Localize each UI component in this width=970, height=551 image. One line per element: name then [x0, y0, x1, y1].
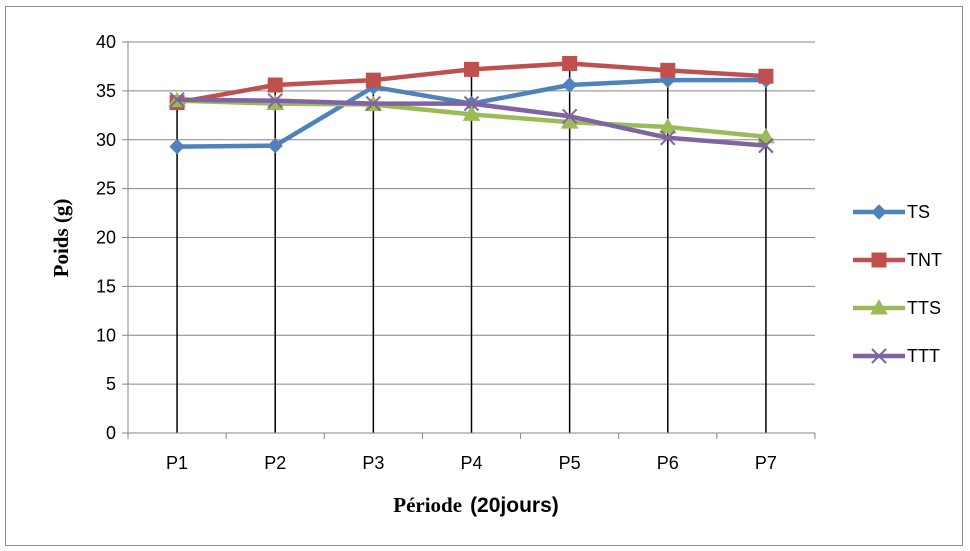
series-group: [168, 56, 775, 155]
legend-label: TS: [907, 202, 930, 222]
data-point-ttt: [267, 92, 283, 109]
x-tick-label: P5: [559, 453, 581, 473]
data-point-tnt: [464, 61, 479, 77]
x-tick-label: P6: [657, 453, 679, 473]
chart-frame: [5, 6, 963, 546]
x-tick-label: P2: [264, 453, 286, 473]
x-tick-label: P1: [166, 453, 188, 473]
y-axis-title: Poids (g): [49, 199, 73, 278]
data-point-ttt: [463, 95, 480, 112]
legend-item-tts: TTS: [853, 298, 941, 318]
x-tick-label: P3: [362, 453, 384, 473]
legend-marker: [871, 252, 887, 268]
data-point-tts: [757, 127, 775, 144]
data-point-tts: [658, 118, 677, 134]
y-tick-label: 5: [106, 374, 116, 394]
data-point-ttt: [660, 130, 676, 146]
marker-stroke: [871, 348, 887, 364]
y-tick-label: 35: [96, 81, 116, 101]
legend-marker: [871, 348, 887, 364]
legend-label: TTS: [907, 298, 941, 318]
legend-marker: [870, 298, 888, 315]
data-point-ts: [169, 138, 185, 155]
x-tick-label: P4: [460, 453, 482, 473]
legend-item-ts: TS: [853, 202, 930, 222]
x-tick-label: P7: [755, 453, 777, 473]
marker-stroke: [267, 92, 283, 109]
y-tick-label: 25: [96, 179, 116, 199]
marker-stroke: [463, 95, 480, 112]
data-point-ttt: [365, 95, 382, 112]
data-point-tnt: [660, 62, 676, 78]
legend: TS TNT TTS TTT: [853, 202, 942, 366]
marker-stroke: [169, 91, 185, 108]
x-tick-labels: P1 P2 P3 P4 P5 P6 P7: [166, 453, 777, 473]
y-tick-label: 0: [106, 423, 116, 443]
marker-stroke: [561, 108, 578, 124]
data-point-tnt: [267, 77, 283, 93]
legend-item-tnt: TNT: [853, 250, 942, 270]
y-tick-label: 20: [96, 228, 116, 248]
data-point-ttt: [561, 108, 578, 124]
legend-label: TTT: [907, 346, 940, 366]
marker-stroke: [660, 130, 676, 146]
data-point-ttt: [758, 137, 774, 154]
marker-stroke: [365, 95, 382, 112]
data-point-ts: [267, 137, 283, 154]
data-point-ts: [561, 77, 578, 93]
data-point-tnt: [365, 72, 381, 88]
data-point-tnt: [758, 68, 774, 84]
marker-stroke: [758, 137, 774, 154]
axes: [127, 42, 816, 439]
legend-label: TNT: [907, 250, 942, 270]
y-tick-label: 30: [96, 130, 116, 150]
y-tick-labels: 0 5 10 15 20 25 30 35 40: [96, 32, 116, 443]
y-tick-label: 40: [96, 32, 116, 52]
data-point-tts: [462, 105, 481, 121]
series-ttt: [169, 91, 774, 154]
x-axis-title-main: Période: [393, 493, 462, 517]
y-tick-label: 15: [96, 276, 116, 296]
x-axis-title-sub: (20jours): [470, 494, 559, 517]
x-axis-title: Période (20jours): [393, 493, 559, 517]
legend-marker: [871, 204, 887, 220]
legend-item-ttt: TTT: [853, 346, 940, 366]
y-tick-label: 10: [96, 325, 116, 345]
data-point-ttt: [169, 91, 185, 108]
data-point-tnt: [562, 56, 578, 72]
